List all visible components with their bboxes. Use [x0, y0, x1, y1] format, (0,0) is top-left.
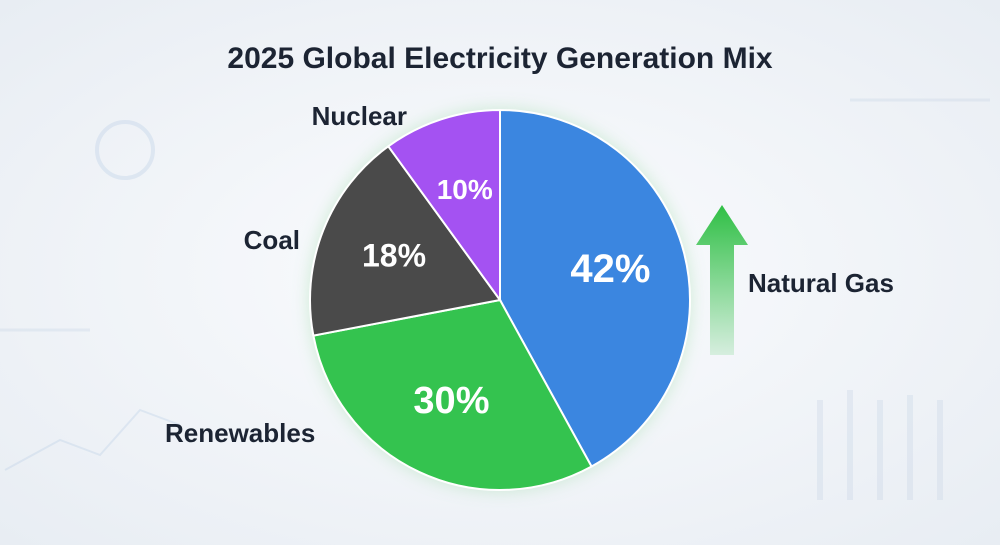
- chart-title: 2025 Global Electricity Generation Mix: [227, 42, 773, 75]
- pie-slice: [309, 144, 502, 337]
- value-label: 10%: [437, 174, 493, 205]
- category-label: Renewables: [165, 418, 315, 448]
- pie-slice: [499, 108, 691, 468]
- growth-arrow: [696, 205, 748, 355]
- category-label: Natural Gas: [748, 268, 894, 298]
- value-label: 18%: [362, 237, 426, 273]
- pie-slice: [312, 298, 593, 491]
- pie-slice: [386, 108, 501, 304]
- value-label: 42%: [570, 247, 650, 291]
- value-label: 30%: [413, 380, 489, 422]
- category-label: Nuclear: [312, 101, 407, 131]
- category-label: Coal: [244, 225, 300, 255]
- decoration: [0, 98, 990, 500]
